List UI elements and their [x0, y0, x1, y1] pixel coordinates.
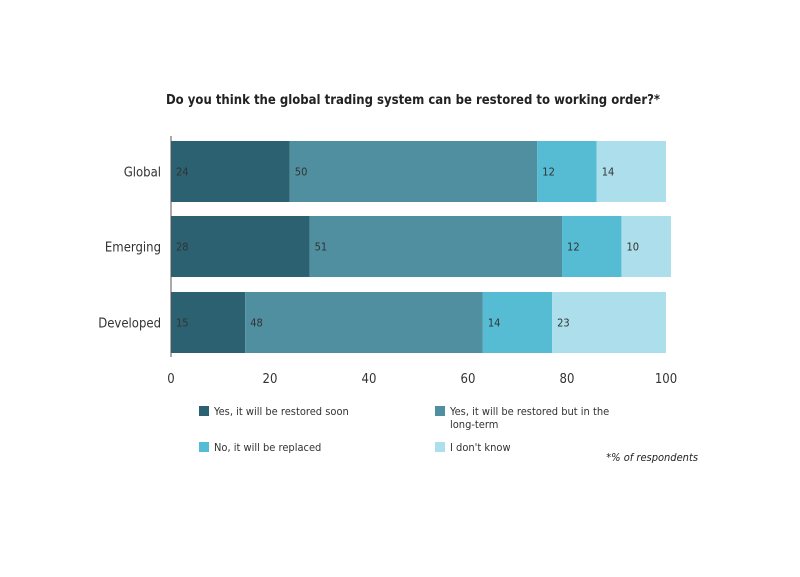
bar-segment-developed-3: [552, 292, 666, 353]
footnote: *% of respondents: [606, 451, 698, 464]
chart-title: Do you think the global trading system c…: [166, 93, 660, 108]
bar-segment-developed-0: [171, 292, 246, 353]
bar-value-label: 10: [626, 241, 639, 254]
x-tick-label: 60: [461, 372, 476, 387]
bar-segment-global-1: [289, 141, 538, 202]
legend-swatch-2: [199, 442, 209, 452]
legend-label-3: I don't know: [450, 441, 511, 454]
legend-label-0: Yes, it will be restored soon: [213, 405, 349, 418]
bar-value-label: 24: [176, 166, 189, 179]
x-tick-label: 20: [263, 372, 278, 387]
bar-segment-developed-2: [482, 292, 553, 353]
bar-segment-global-2: [537, 141, 597, 202]
bar-segment-emerging-2: [562, 216, 622, 277]
bar-segment-emerging-3: [621, 216, 671, 277]
legend-label-1: Yes, it will be restored but in the long-…: [449, 405, 609, 431]
legend-label-2: No, it will be replaced: [214, 441, 321, 454]
legend-swatch-0: [199, 406, 209, 416]
x-tick-label: 80: [560, 372, 575, 387]
bar-segment-emerging-0: [171, 216, 310, 277]
bar-value-label: 14: [488, 317, 501, 330]
x-tick-label: 100: [655, 372, 677, 387]
bar-value-label: 23: [557, 317, 570, 330]
bar-value-label: 15: [176, 317, 189, 330]
bar-value-label: 12: [567, 241, 580, 254]
x-tick-label: 0: [167, 372, 174, 387]
bar-value-label: 51: [315, 241, 328, 254]
bar-value-label: 48: [250, 317, 263, 330]
bar-segment-developed-1: [245, 292, 483, 353]
category-label-emerging: Emerging: [105, 241, 161, 256]
bar-value-label: 50: [295, 166, 308, 179]
category-label-developed: Developed: [98, 317, 161, 332]
x-tick-label: 40: [362, 372, 377, 387]
legend-swatch-3: [435, 442, 445, 452]
bar-segment-emerging-1: [309, 216, 563, 277]
bar-segment-global-0: [171, 141, 290, 202]
legend-swatch-1: [435, 406, 445, 416]
bar-value-label: 14: [602, 166, 615, 179]
bar-segment-global-3: [596, 141, 666, 202]
category-label-global: Global: [124, 166, 161, 181]
bar-value-label: 12: [542, 166, 555, 179]
bars-group: Global 24 50 12 14 Emerging 28 51 12 10 Developed 1…: [98, 136, 671, 357]
x-axis: 0 20 40 60 80 100: [167, 372, 677, 387]
legend: Yes, it will be restored soon Yes, it wil…: [199, 405, 609, 454]
bar-value-label: 28: [176, 241, 189, 254]
